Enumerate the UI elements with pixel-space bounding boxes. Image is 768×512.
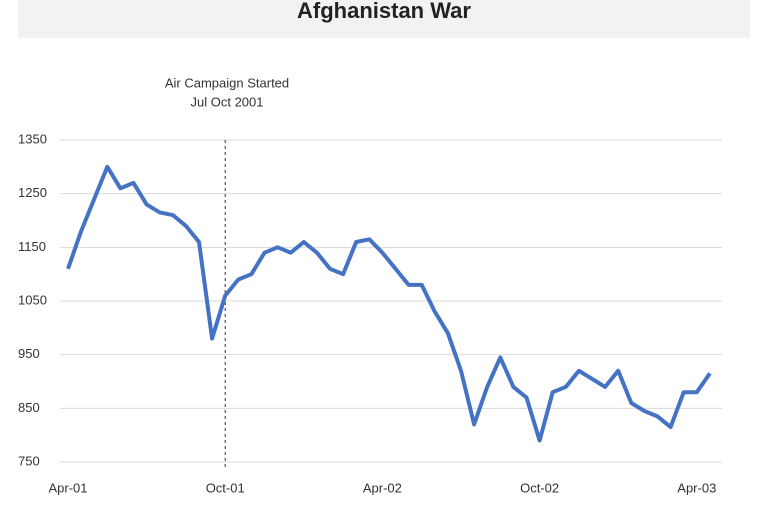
y-tick-label: 1150 bbox=[18, 239, 46, 254]
y-tick-label: 950 bbox=[18, 346, 40, 361]
x-tick-label: Oct-01 bbox=[206, 480, 245, 495]
x-tick-label: Apr-03 bbox=[677, 480, 716, 495]
y-tick-label: 1250 bbox=[18, 185, 47, 200]
y-tick-label: 850 bbox=[18, 400, 40, 415]
x-tick-label: Apr-01 bbox=[48, 480, 87, 495]
chart-title: Afghanistan War bbox=[297, 0, 471, 23]
annotation: Jul Oct 2001 bbox=[191, 94, 264, 109]
y-tick-label: 1350 bbox=[18, 131, 47, 146]
x-tick-label: Apr-02 bbox=[363, 480, 402, 495]
y-tick-label: 750 bbox=[18, 453, 40, 468]
y-tick-label: 1050 bbox=[18, 292, 47, 307]
annotation: Air Campaign Started bbox=[165, 75, 289, 90]
title-band bbox=[18, 0, 750, 38]
data-line bbox=[66, 164, 712, 443]
x-tick-label: Oct-02 bbox=[520, 480, 559, 495]
